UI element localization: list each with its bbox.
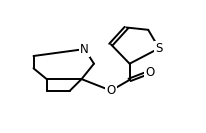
Text: N: N	[80, 43, 89, 56]
Text: O: O	[106, 84, 116, 97]
Text: O: O	[145, 66, 154, 79]
Text: S: S	[155, 42, 163, 55]
